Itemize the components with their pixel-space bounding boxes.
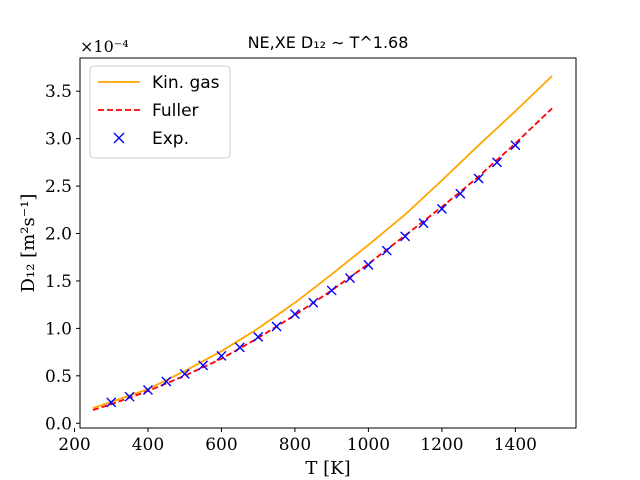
exp-data-point <box>253 331 264 342</box>
exp-data-point <box>142 385 153 396</box>
x-tick-label: 600 <box>205 435 237 455</box>
plot-frame <box>79 57 577 429</box>
exp-data-point <box>289 309 300 320</box>
legend-kin-gas-label: Kin. gas <box>152 73 220 93</box>
legend: Kin. gas Fuller Exp. <box>89 65 231 159</box>
exp-data-point <box>455 188 466 199</box>
exp-data-point <box>510 140 521 151</box>
y-tick-label: 2.0 <box>45 225 72 245</box>
y-tick-label: 0.0 <box>45 414 72 434</box>
exp-data-point <box>345 273 356 284</box>
legend-exp-label: Exp. <box>152 129 189 149</box>
legend-exp-marker <box>113 132 125 144</box>
exp-data-point <box>418 218 429 229</box>
exp-data-point <box>271 321 282 332</box>
y-tick-label: 0.5 <box>45 367 72 387</box>
exp-data-point <box>308 297 319 308</box>
x-tick-label: 200 <box>58 435 90 455</box>
exp-data-point <box>381 245 392 256</box>
y-tick-label: 1.5 <box>45 272 72 292</box>
exp-data-point <box>106 397 117 408</box>
exp-data-point <box>400 231 411 242</box>
series-exp-markers <box>106 140 521 408</box>
x-tick-label: 400 <box>132 435 164 455</box>
y-tick-label: 3.0 <box>45 130 72 150</box>
y-offset-label: ×10⁻⁴ <box>80 37 129 56</box>
exp-data-point <box>198 360 209 371</box>
y-tick-label: 3.5 <box>45 82 72 102</box>
x-axis-ticks: 200 400 600 800 1000 1200 1400 <box>58 428 537 455</box>
exp-data-point <box>436 203 447 214</box>
y-axis-label: D₁₂ [m²s⁻¹] <box>18 194 39 293</box>
exp-data-point <box>492 157 503 168</box>
series-layer <box>92 75 553 411</box>
exp-data-point <box>179 368 190 379</box>
y-tick-label: 1.0 <box>45 319 72 339</box>
exp-data-point <box>161 376 172 387</box>
exp-data-point <box>363 259 374 270</box>
exp-data-point <box>124 391 135 402</box>
x-tick-label: 1200 <box>420 435 463 455</box>
exp-data-point <box>326 285 337 296</box>
exp-data-point <box>234 342 245 353</box>
chart-title: NE,XE D₁₂ ∼ T^1.68 <box>248 33 409 52</box>
x-tick-label: 1400 <box>494 435 537 455</box>
legend-box <box>89 65 231 159</box>
exp-data-point <box>216 350 227 361</box>
legend-fuller-label: Fuller <box>152 101 199 121</box>
x-tick-label: 800 <box>279 435 311 455</box>
x-tick-label: 1000 <box>347 435 390 455</box>
series-kin-gas-line <box>92 75 553 409</box>
x-axis-label: T [K] <box>305 458 350 479</box>
y-tick-label: 2.5 <box>45 177 72 197</box>
exp-data-point <box>473 173 484 184</box>
y-axis-ticks: 0.0 0.5 1.0 1.5 2.0 2.5 3.0 3.5 <box>45 82 80 434</box>
